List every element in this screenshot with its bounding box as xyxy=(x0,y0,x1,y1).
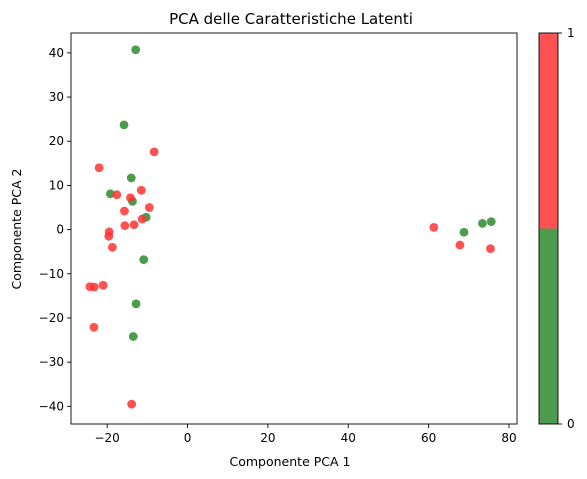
y-tick-label: −30 xyxy=(39,355,64,369)
scatter-point xyxy=(98,280,108,290)
scatter-point xyxy=(144,203,154,212)
plot-frame xyxy=(70,32,518,425)
x-tick-label: 20 xyxy=(260,431,275,445)
scatter-point xyxy=(112,190,122,200)
x-tick-label: −20 xyxy=(94,431,119,445)
scatter-point xyxy=(89,322,99,332)
scatter-point xyxy=(131,45,141,55)
scatter-point xyxy=(120,206,129,216)
scatter-point xyxy=(128,332,138,341)
colorbar-segment-0 xyxy=(539,228,558,424)
y-tick-label: −10 xyxy=(39,267,64,281)
scatter-point xyxy=(131,299,141,309)
scatter-point xyxy=(455,240,465,250)
scatter-point xyxy=(149,147,159,157)
scatter-point xyxy=(486,217,496,227)
y-tick-label: 0 xyxy=(56,223,64,237)
scatter-point xyxy=(107,242,117,252)
scatter-point xyxy=(105,189,115,199)
colorbar-tick-label: 0 xyxy=(567,417,575,431)
y-axis-label: Componente PCA 2 xyxy=(9,169,24,290)
scatter-point xyxy=(137,214,147,224)
scatter-point xyxy=(126,193,135,203)
x-axis-label: Componente PCA 1 xyxy=(230,454,351,469)
points-layer xyxy=(85,45,496,409)
x-tick-label: 40 xyxy=(341,431,356,445)
scatter-point xyxy=(127,399,137,409)
scatter-point xyxy=(136,185,146,195)
scatter-point xyxy=(486,244,495,254)
scatter-point xyxy=(429,222,439,232)
scatter-point xyxy=(129,220,139,230)
x-tick-label: 0 xyxy=(184,431,192,445)
y-tick-label: −40 xyxy=(39,399,64,413)
x-axis-ticks: −20 0 20 40 60 80 xyxy=(94,424,517,445)
colorbar-segment-1 xyxy=(539,33,558,229)
colorbar-frame xyxy=(538,32,559,425)
scatter-point xyxy=(478,219,487,228)
y-tick-label: 10 xyxy=(49,178,64,192)
y-tick-label: 40 xyxy=(49,46,64,60)
chart-title: PCA delle Caratteristiche Latenti xyxy=(169,10,413,28)
y-tick-label: −20 xyxy=(39,311,64,325)
x-tick-label: 60 xyxy=(421,431,436,445)
scatter-point xyxy=(94,163,104,173)
colorbar-tick-label: 1 xyxy=(567,26,575,40)
scatter-point xyxy=(104,231,114,241)
scatter-point xyxy=(126,173,136,183)
scatter-point xyxy=(119,120,129,130)
scatter-point xyxy=(120,221,130,231)
y-axis-ticks: −40 −30 −20 −10 0 10 20 30 40 xyxy=(39,46,71,413)
scatter-point xyxy=(139,255,149,265)
y-tick-label: 30 xyxy=(49,90,64,104)
colorbar: 01 xyxy=(538,26,575,431)
scatter-point xyxy=(459,227,469,237)
plot-area xyxy=(70,32,518,425)
y-tick-label: 20 xyxy=(49,134,64,148)
scatter-point xyxy=(89,282,99,292)
x-tick-label: 80 xyxy=(501,431,516,445)
